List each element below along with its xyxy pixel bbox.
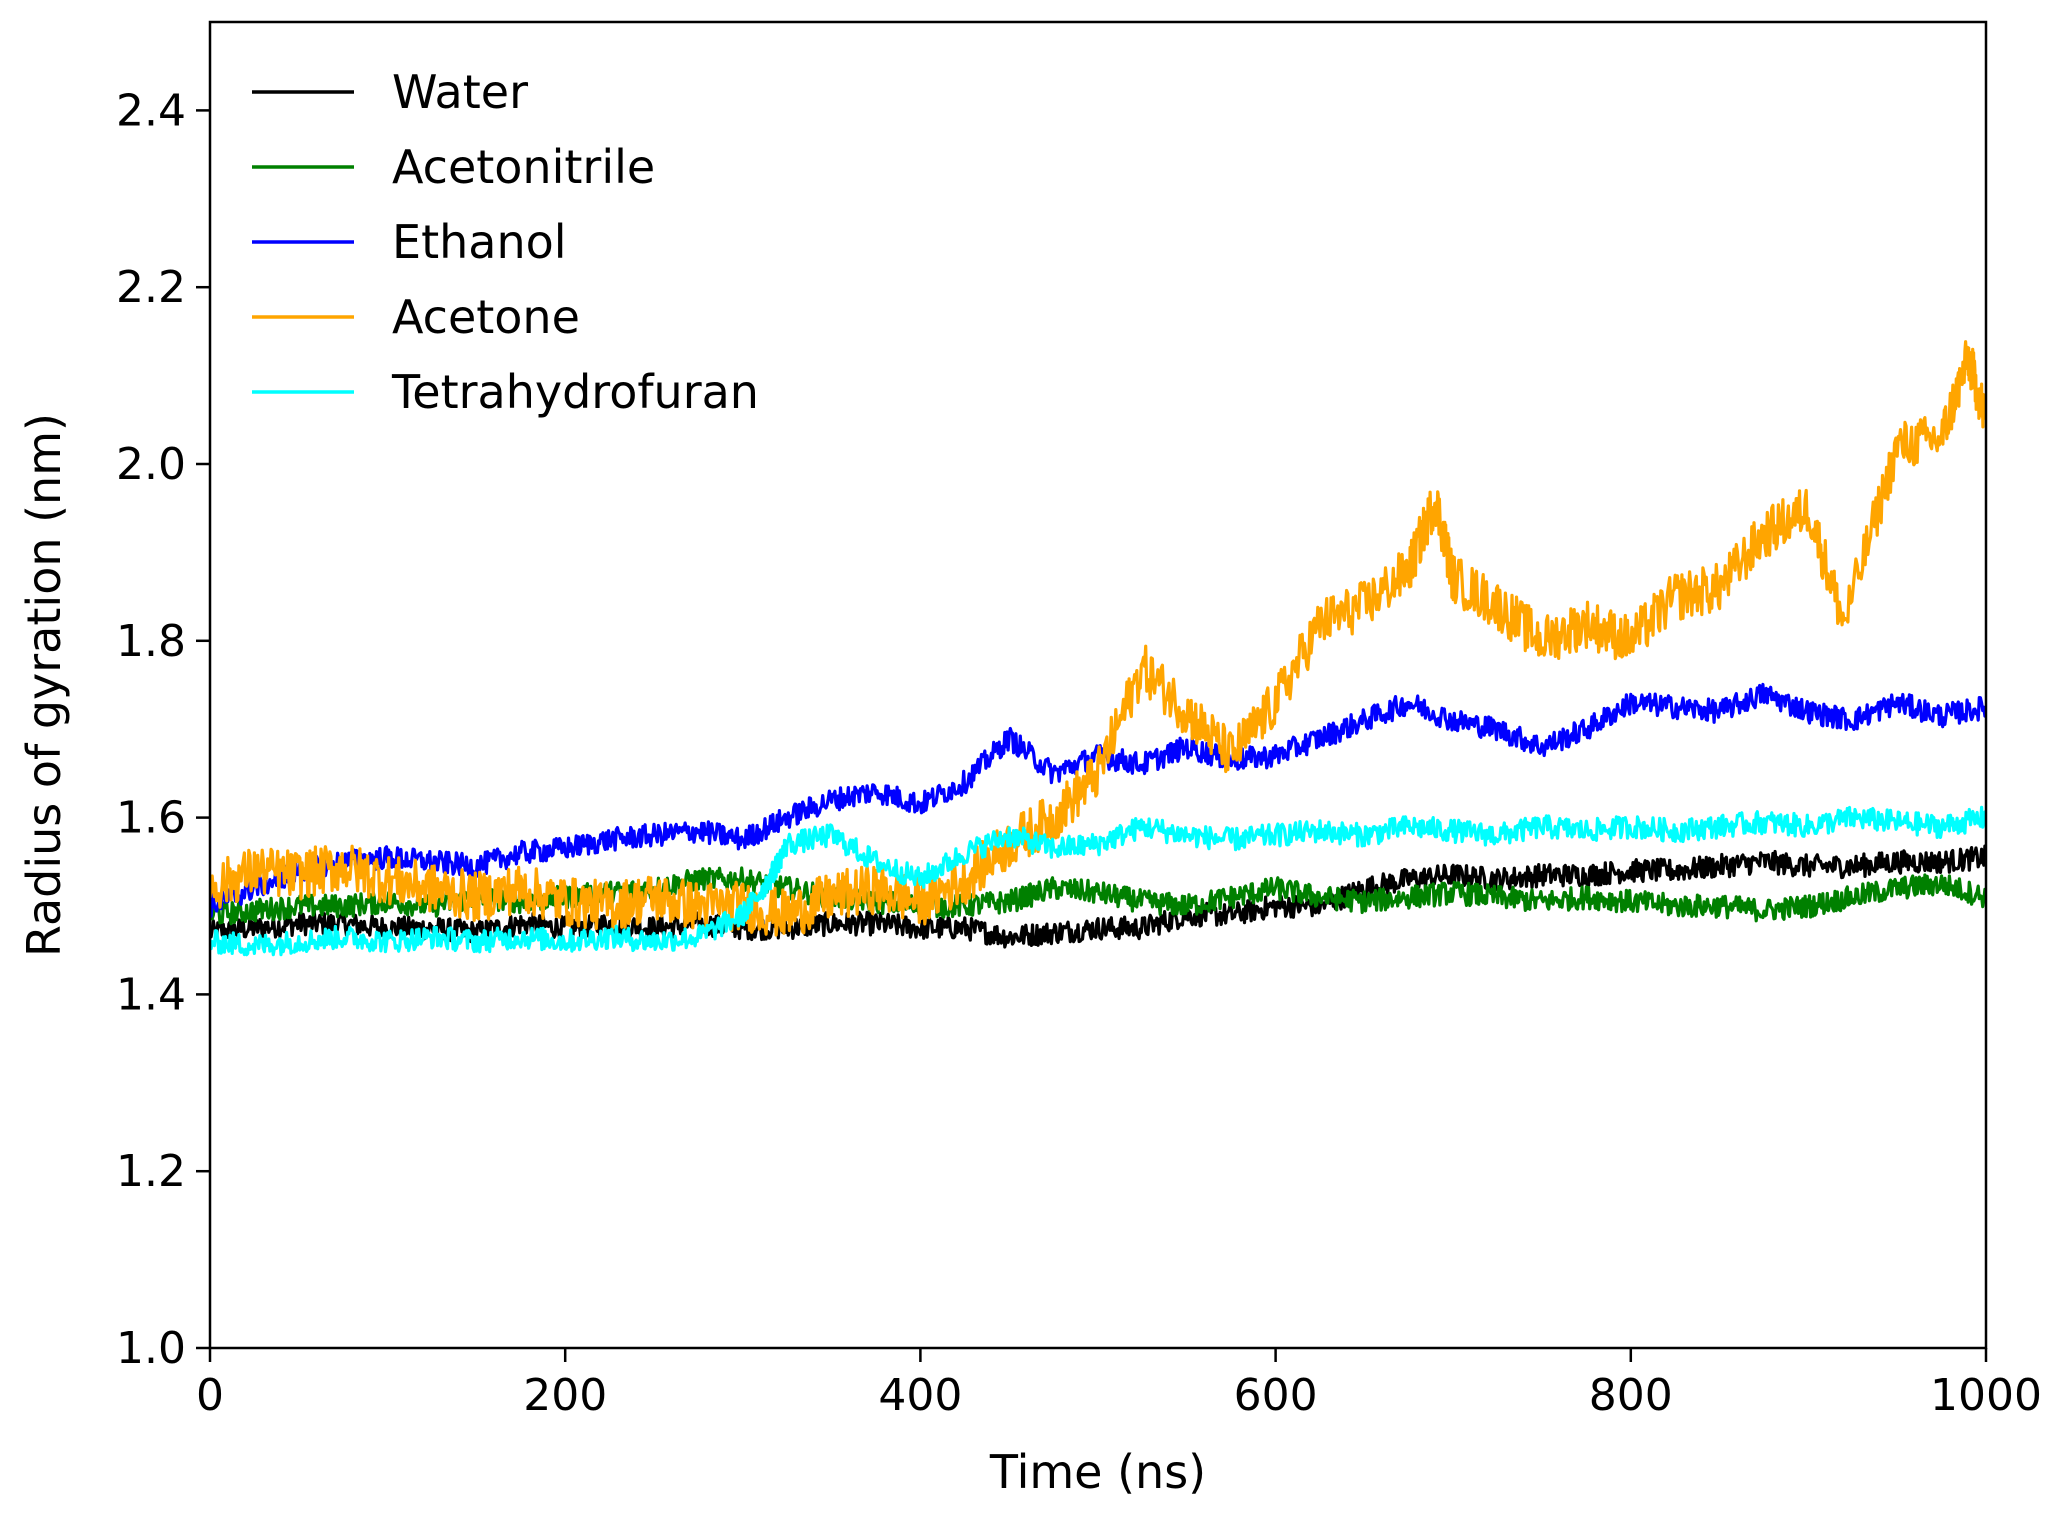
x-axis-label: Time (ns) <box>989 1445 1206 1499</box>
series-layer <box>210 340 1986 957</box>
y-tick-label: 1.8 <box>116 616 186 667</box>
y-tick-label: 2.0 <box>116 439 186 490</box>
plot-area-frame <box>208 20 1988 1350</box>
x-tick-label: 0 <box>196 1370 224 1421</box>
legend-label-tetrahydrofuran: Tetrahydrofuran <box>391 365 759 419</box>
x-tick-label: 800 <box>1589 1370 1673 1421</box>
y-tick-label: 2.4 <box>116 85 186 136</box>
legend: Water Acetonitrile Ethanol Acetone Tetrahydr… <box>252 65 759 419</box>
legend-label-water: Water <box>392 65 528 119</box>
legend-label-ethanol: Ethanol <box>392 215 567 269</box>
y-axis-ticks: 1.0 1.2 1.4 1.6 1.8 2.0 2.2 2.4 <box>116 85 210 1374</box>
series-line-tetrahydrofuran <box>210 805 1986 957</box>
series-line-water <box>210 844 1986 949</box>
y-tick-label: 1.2 <box>116 1146 186 1197</box>
x-tick-label: 400 <box>878 1370 962 1421</box>
y-tick-label: 2.2 <box>116 262 186 313</box>
x-tick-label: 600 <box>1234 1370 1318 1421</box>
legend-label-acetone: Acetone <box>392 290 580 344</box>
x-axis-ticks: 0 200 400 600 800 1000 <box>196 1348 2042 1421</box>
series-line-acetone <box>210 340 1986 937</box>
x-tick-label: 1000 <box>1930 1370 2042 1421</box>
y-tick-label: 1.4 <box>116 969 186 1020</box>
x-tick-label: 200 <box>523 1370 607 1421</box>
y-tick-label: 1.0 <box>116 1323 186 1374</box>
y-tick-label: 1.6 <box>116 793 186 844</box>
y-axis-label: Radius of gyration (nm) <box>17 413 71 957</box>
legend-label-acetonitrile: Acetonitrile <box>392 140 655 194</box>
